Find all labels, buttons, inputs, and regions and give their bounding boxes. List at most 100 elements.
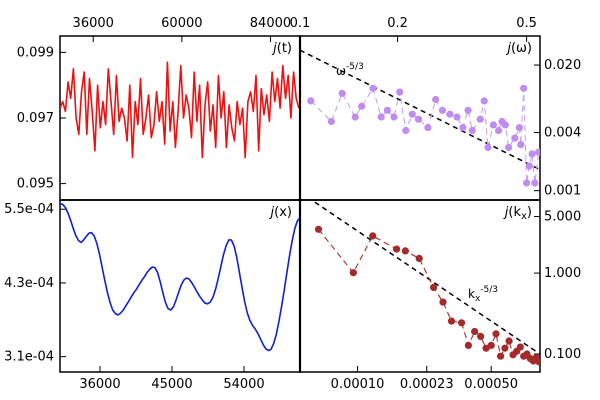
data-point-jk <box>369 232 377 240</box>
x-tick-label-jx: 36000 <box>79 377 120 392</box>
data-point-jw <box>369 84 377 92</box>
panel-label-jx: j(x) <box>269 205 292 220</box>
data-point-jw <box>453 113 461 121</box>
y-tick-label-jt: 0.097 <box>17 111 54 126</box>
data-point-jk <box>447 317 456 325</box>
x-tick-label-jt: 60000 <box>161 16 202 31</box>
data-point-jk <box>430 283 438 291</box>
y-tick-label-jk: 5.000 <box>544 210 581 225</box>
panel-label-jk: j(kx) <box>503 205 532 222</box>
data-point-jw <box>511 134 519 142</box>
panel-jk: 0.00010 0.00023 0.00050 0.100 1.000 5.000 j(kx… <box>299 199 581 392</box>
data-point-jk <box>464 341 472 349</box>
data-point-jk <box>349 269 357 277</box>
x-tick-label-jt: 84000 <box>250 16 291 31</box>
panel-label-italic-jt: j <box>271 41 277 56</box>
data-layer-jw <box>300 49 540 187</box>
y-tick-label-jx: 4.3e-04 <box>4 276 54 291</box>
panel-label-close-jk: ) <box>527 205 532 220</box>
data-point-jk <box>439 298 447 306</box>
data-point-jw <box>307 97 315 105</box>
data-point-jw <box>338 89 346 97</box>
reference-label-jk: kx-5/3 <box>468 285 498 304</box>
x-tick-label-jk: 0.00010 <box>331 377 385 392</box>
data-point-jw <box>358 102 366 110</box>
data-point-jw <box>377 113 385 121</box>
data-point-jw <box>520 84 528 92</box>
data-point-jw <box>531 179 539 187</box>
data-point-jw <box>468 126 476 135</box>
data-point-jw <box>517 141 525 149</box>
reference-label-base-jw: ω <box>336 64 346 78</box>
panel-label-sub-jk: x <box>521 211 527 222</box>
data-point-jw <box>390 113 398 121</box>
data-point-jw <box>476 115 484 123</box>
panel-label-rest-jw: (ω) <box>511 41 532 56</box>
series-line-jx <box>60 202 300 352</box>
reference-line-jk <box>310 200 540 355</box>
data-point-jw <box>408 110 416 118</box>
x-tick-label-jk: 0.00050 <box>464 377 518 392</box>
panel-label-italic-jk: j <box>503 205 509 220</box>
panel-label-rest-jx: (x) <box>274 205 292 220</box>
data-layer-jt <box>60 61 300 159</box>
data-layer-jk <box>310 200 540 366</box>
y-tick-label-jx: 5.5e-04 <box>4 202 54 217</box>
panel-label-rest-jt: (t) <box>277 41 292 56</box>
data-point-jw <box>489 121 497 129</box>
data-point-jw <box>515 124 524 132</box>
x-tick-label-jw: 0.1 <box>290 16 311 31</box>
panel-jt: 36000 60000 84000 0.095 0.097 0.099 j(t) <box>17 16 301 201</box>
data-point-jw <box>424 124 432 132</box>
data-point-jw <box>327 117 335 126</box>
reference-label-exp-jw: -5/3 <box>346 62 364 72</box>
data-point-jw <box>528 150 536 158</box>
data-point-jw <box>402 126 410 135</box>
data-point-jw <box>480 97 488 105</box>
data-point-jk <box>516 343 524 351</box>
data-point-jk <box>393 245 401 253</box>
data-point-jk <box>415 254 423 262</box>
x-tick-label-jx: 45000 <box>151 377 192 392</box>
data-point-jw <box>484 143 492 152</box>
x-tick-label-jt: 36000 <box>73 16 114 31</box>
data-point-jk <box>497 352 505 360</box>
y-tick-label-jt: 0.095 <box>17 177 54 192</box>
data-point-jw <box>525 162 534 170</box>
data-point-jk <box>487 341 495 349</box>
panel-label-rest-jk: (k <box>508 205 521 220</box>
panel-label-italic-jw: j <box>505 41 511 56</box>
data-point-jw <box>414 115 423 123</box>
data-point-jw <box>459 124 467 132</box>
data-point-jw <box>432 95 440 104</box>
y-tick-label-jk: 1.000 <box>544 266 581 281</box>
x-tick-label-jk: 0.00023 <box>400 377 454 392</box>
data-point-jw <box>464 106 472 114</box>
panel-label-jw: j(ω) <box>505 41 532 56</box>
data-point-jw <box>501 121 509 129</box>
x-tick-label-jw: 0.5 <box>516 16 537 31</box>
data-point-jk <box>401 247 409 255</box>
reference-label-jw: ω-5/3 <box>336 62 364 78</box>
data-layer-jx <box>60 202 300 352</box>
data-point-jw <box>446 110 454 118</box>
y-tick-label-jw: 0.004 <box>544 126 581 141</box>
data-point-jw <box>396 88 404 96</box>
data-point-jw <box>383 106 391 114</box>
y-tick-label-jk: 0.100 <box>544 347 581 362</box>
y-tick-label-jw: 0.020 <box>544 58 581 73</box>
panel-jw: 0.1 0.2 0.5 0.001 0.004 0.020 j(ω) ω-5/3 <box>290 16 581 201</box>
data-point-jw <box>523 179 531 187</box>
data-point-jw <box>535 148 540 156</box>
y-tick-label-jx: 3.1e-04 <box>4 350 54 365</box>
data-point-jk <box>471 327 479 336</box>
y-tick-label-jw: 0.001 <box>544 184 581 199</box>
data-point-jw <box>495 126 503 135</box>
x-tick-label-jw: 0.2 <box>387 16 408 31</box>
data-point-jk <box>314 225 323 233</box>
series-connector-jw <box>310 86 540 184</box>
data-point-jw <box>438 106 446 114</box>
panel-label-italic-jx: j <box>269 205 275 220</box>
data-point-jk <box>535 358 540 366</box>
